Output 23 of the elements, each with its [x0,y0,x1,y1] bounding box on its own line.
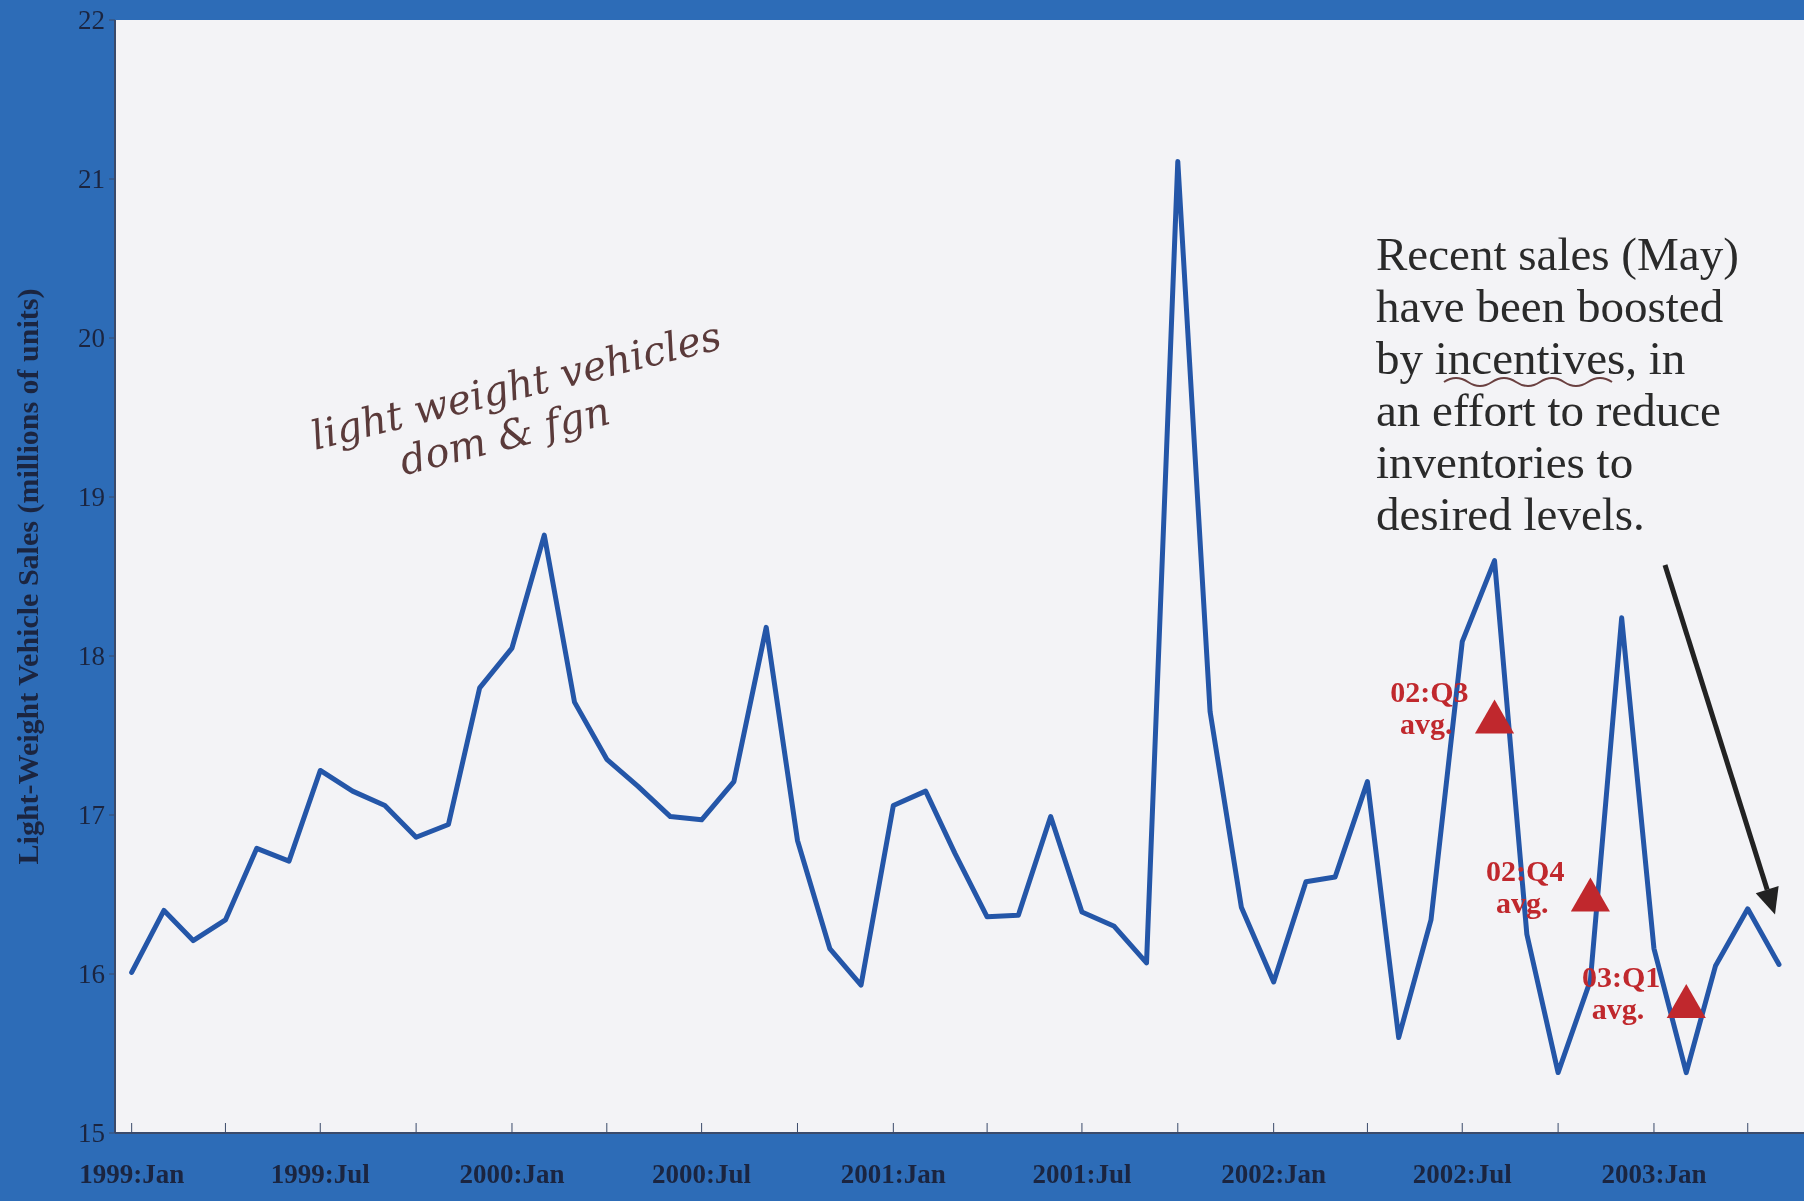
point [1666,984,1706,1019]
y-tick-label: 16 [78,959,105,990]
point [1570,877,1610,912]
x-tick-label: 1999:Jul [270,1159,371,1189]
annotation: Recent sales (May) have been boosted by incentives, in an effort to reduce inventories to desired levels. [1376,228,1739,540]
x-tick-label: 2001:Jul [1032,1159,1132,1189]
x-tick-label: 1999:Jan [79,1159,185,1189]
x-tick-label: 2000:Jul [652,1159,752,1189]
y-tick-label: 15 [78,1118,105,1149]
y-tick-label: 22 [78,5,105,36]
y-axis-title: Light-Weight Vehicle Sales (millions of units) [11,288,45,865]
y-tick-label: 21 [78,164,105,195]
y-tick-label: 17 [78,800,105,831]
x-tick-label: 2002:Jul [1412,1159,1513,1189]
y-tick-label: 18 [78,641,105,672]
annotation: light weight vehicles dom & fgn [306,312,726,485]
x-tick-label: 2002:Jan [1221,1159,1327,1189]
x-tick-label: 2000:Jan [459,1159,565,1189]
x-tick-label: 2003:Jan [1601,1159,1707,1189]
y-tick-label: 19 [78,482,105,513]
x-tick-label: 2001:Jan [840,1159,946,1189]
y-tick-label: 20 [78,323,105,354]
point [1474,699,1515,734]
